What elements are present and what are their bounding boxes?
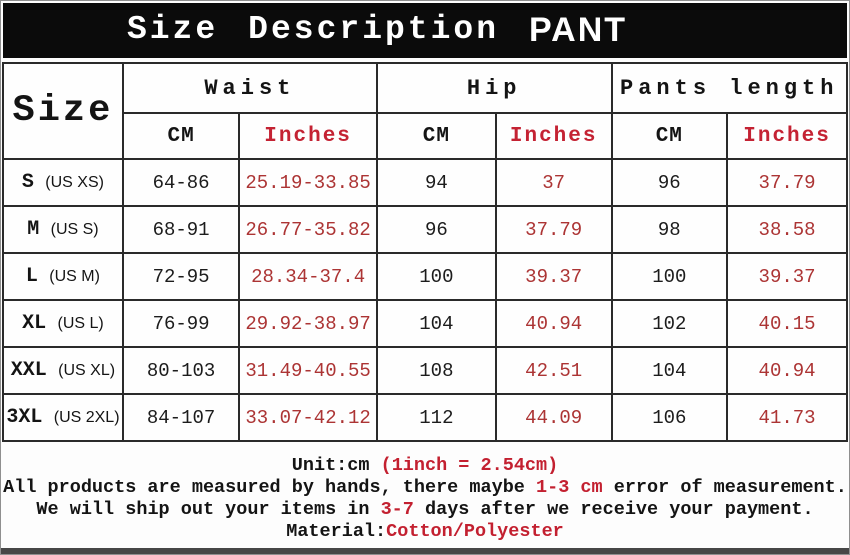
length-cm-value: 98 (610, 205, 729, 254)
hip-cm-value: 112 (375, 393, 497, 442)
size-chart-table: Size Waist Hip Pants length CM Inches CM… (2, 62, 848, 442)
waist-cm-value: 68-91 (121, 205, 241, 254)
waist-cm-value: 84-107 (121, 393, 241, 442)
measurement-note-b: error of measurement. (602, 477, 847, 498)
us-size-label: (US XL) (58, 362, 116, 379)
measurement-note: All products are measured by hands, ther… (1, 477, 849, 499)
material-note: Material:Cotton/Polyester (1, 521, 849, 543)
waist-inches-value: 26.77-35.82 (238, 205, 378, 254)
waist-inches-value: 31.49-40.55 (238, 346, 378, 395)
shipping-note: We will ship out your items in 3-7 days … (1, 499, 849, 521)
shipping-note-red: 3-7 (380, 499, 414, 520)
unit-note-red: (1inch = 2.54cm) (380, 455, 559, 476)
waist-inches-value: 29.92-38.97 (238, 299, 378, 348)
column-header-pants-length: Pants length (610, 62, 848, 114)
length-inches-value: 41.73 (726, 393, 848, 442)
table-row: L (US M) 72-95 28.34-37.4 100 39.37 100 … (2, 252, 848, 301)
size-cell: S (US XS) (2, 158, 124, 207)
column-header-hip: Hip (375, 62, 613, 114)
length-cm-value: 104 (610, 346, 729, 395)
us-size-label: (US S) (50, 221, 99, 238)
hip-inches-value: 44.09 (494, 393, 613, 442)
length-cm-value: 100 (610, 252, 729, 301)
waist-cm-value: 76-99 (121, 299, 241, 348)
size-cell: M (US S) (2, 205, 124, 254)
size-label: XXL (10, 359, 47, 382)
size-cell: XXL (US XL) (2, 346, 124, 395)
material-value: Cotton/Polyester (386, 521, 564, 542)
waist-inches-value: 28.34-37.4 (238, 252, 378, 301)
waist-inches-value: 25.19-33.85 (238, 158, 378, 207)
length-inches-header: Inches (726, 112, 848, 160)
hip-inches-value: 40.94 (494, 299, 613, 348)
size-label: M (27, 218, 40, 241)
shipping-note-b: days after we receive your payment. (413, 499, 814, 520)
waist-cm-value: 72-95 (121, 252, 241, 301)
title-word-size: Size (126, 11, 219, 48)
us-size-label: (US L) (57, 315, 104, 332)
table-header-row-units: CM Inches CM Inches CM Inches (3, 112, 848, 160)
hip-inches-value: 42.51 (494, 346, 613, 395)
table-row: XL (US L) 76-99 29.92-38.97 104 40.94 10… (2, 299, 848, 348)
length-cm-header: CM (610, 112, 729, 160)
waist-cm-value: 80-103 (121, 346, 241, 395)
column-header-waist: Waist (121, 62, 378, 114)
hip-inches-value: 37 (494, 158, 613, 207)
size-label: L (25, 265, 38, 288)
footer-notes: Unit:cm (1inch = 2.54cm) All products ar… (1, 442, 849, 543)
us-size-label: (US M) (49, 268, 100, 285)
title-bar: Size Description PANT (3, 3, 847, 58)
size-label: 3XL (6, 406, 43, 429)
length-inches-value: 38.58 (726, 205, 848, 254)
hip-inches-value: 37.79 (494, 205, 613, 254)
table-row: M (US S) 68-91 26.77-35.82 96 37.79 98 3… (2, 205, 848, 254)
shipping-note-a: We will ship out your items in (36, 499, 381, 520)
length-cm-value: 96 (610, 158, 729, 207)
us-size-label: (US XS) (45, 174, 104, 191)
table-row: 3XL (US 2XL) 84-107 33.07-42.12 112 44.0… (2, 393, 848, 442)
length-cm-value: 102 (610, 299, 729, 348)
bottom-strip (1, 548, 849, 554)
table-row: S (US XS) 64-86 25.19-33.85 94 37 96 37.… (2, 158, 848, 207)
length-inches-value: 40.94 (726, 346, 848, 395)
us-size-label: (US 2XL) (53, 409, 120, 426)
title-word-description: Description (248, 11, 500, 48)
page-title: Size Description PANT (127, 11, 627, 50)
length-inches-value: 37.79 (726, 158, 848, 207)
table-header-row-groups: Size Waist Hip Pants length (2, 62, 848, 160)
title-word-pant: PANT (529, 11, 628, 49)
length-inches-value: 39.37 (726, 252, 848, 301)
table-row: XXL (US XL) 80-103 31.49-40.55 108 42.51… (2, 346, 848, 395)
hip-cm-header: CM (375, 112, 497, 160)
unit-note-black: Unit:cm (291, 455, 381, 476)
hip-cm-value: 104 (375, 299, 497, 348)
size-cell: XL (US L) (2, 299, 124, 348)
size-cell: 3XL (US 2XL) (2, 393, 124, 442)
waist-cm-header: CM (121, 112, 241, 160)
length-inches-value: 40.15 (726, 299, 848, 348)
waist-inches-value: 33.07-42.12 (238, 393, 378, 442)
unit-note: Unit:cm (1inch = 2.54cm) (1, 455, 849, 477)
hip-cm-value: 100 (375, 252, 497, 301)
hip-cm-value: 108 (375, 346, 497, 395)
size-label: XL (22, 312, 47, 335)
measurement-note-red: 1-3 cm (536, 477, 603, 498)
waist-inches-header: Inches (238, 112, 378, 160)
material-label: Material: (286, 521, 387, 542)
length-cm-value: 106 (610, 393, 729, 442)
size-label: S (21, 171, 34, 194)
waist-cm-value: 64-86 (121, 158, 241, 207)
hip-cm-value: 94 (375, 158, 497, 207)
measurement-note-a: All products are measured by hands, ther… (3, 477, 536, 498)
hip-inches-header: Inches (494, 112, 613, 160)
column-header-size: Size (2, 62, 124, 160)
hip-cm-value: 96 (375, 205, 497, 254)
size-cell: L (US M) (2, 252, 124, 301)
hip-inches-value: 39.37 (494, 252, 613, 301)
